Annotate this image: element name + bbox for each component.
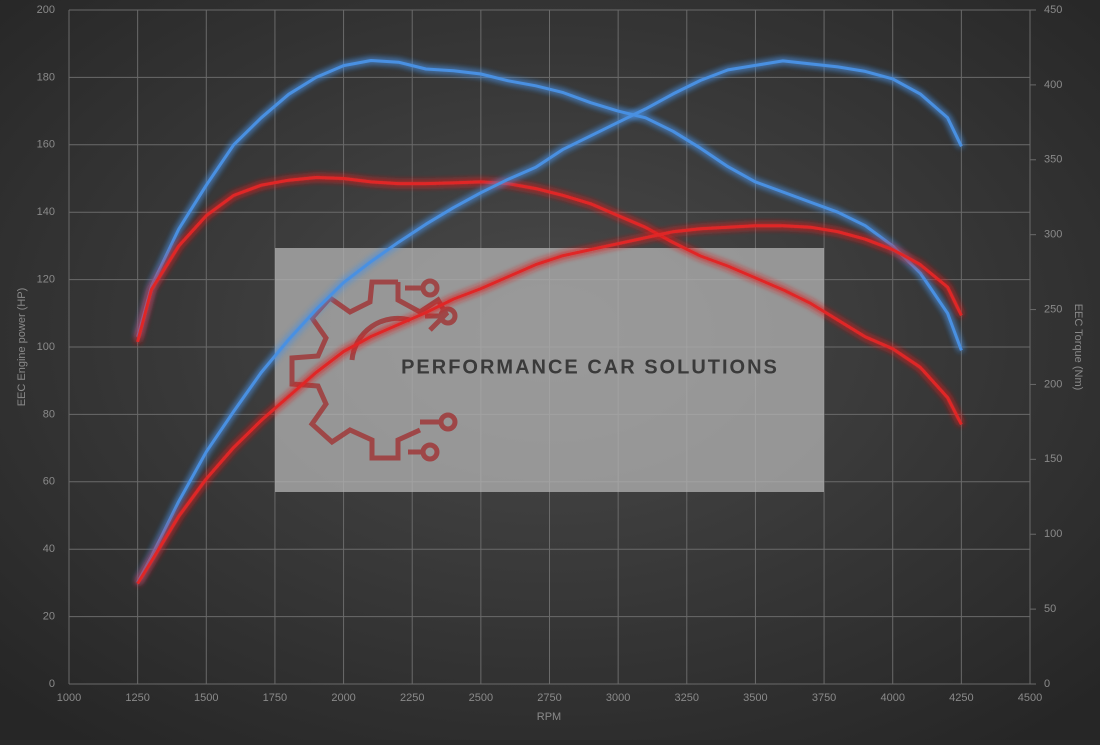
y-tick-label: 200 [37,4,55,16]
y-tick-label: 20 [43,611,55,623]
y2-tick-label: 250 [1044,303,1062,315]
y-tick-label: 80 [43,408,55,420]
x-tick-label: 3500 [743,692,767,704]
y-tick-label: 60 [43,476,55,488]
y2-axis-label: EEC Torque (Nm) [1072,304,1084,391]
x-tick-label: 2500 [469,692,493,704]
x-tick-label: 1000 [57,692,81,704]
x-tick-label: 3000 [606,692,630,704]
y2-tick-label: 50 [1044,603,1056,615]
y2-tick-label: 0 [1044,678,1050,690]
x-axis-label: RPM [537,711,561,723]
x-tick-label: 1750 [263,692,287,704]
y2-tick-label: 350 [1044,154,1062,166]
x-tick-label: 1500 [194,692,218,704]
y2-tick-label: 450 [1044,4,1062,16]
x-tick-label: 2250 [400,692,424,704]
x-tick-label: 1250 [125,692,149,704]
y-tick-label: 100 [37,341,55,353]
watermark-panel [275,248,824,492]
x-tick-label: 4500 [1018,692,1042,704]
y-tick-label: 40 [43,543,55,555]
x-tick-label: 4000 [880,692,904,704]
y-tick-label: 120 [37,274,55,286]
y-tick-label: 140 [37,206,55,218]
y-tick-label: 0 [49,678,55,690]
y-tick-label: 180 [37,71,55,83]
series-line [136,176,963,426]
y2-tick-label: 400 [1044,79,1062,91]
y2-tick-label: 100 [1044,528,1062,540]
x-tick-label: 3250 [675,692,699,704]
y-tick-label: 160 [37,139,55,151]
x-tick-label: 3750 [812,692,836,704]
watermark-logo [289,278,458,462]
watermark-text: PERFORMANCE CAR SOLUTIONS [401,356,779,378]
y2-tick-label: 200 [1044,378,1062,390]
y-axis-label: EEC Engine power (HP) [16,288,28,407]
series-line [136,224,963,585]
y2-tick-label: 150 [1044,453,1062,465]
y2-tick-label: 300 [1044,229,1062,241]
x-tick-label: 2750 [537,692,561,704]
watermark-box: PERFORMANCE CAR SOLUTIONS [275,248,824,492]
series-line [136,59,963,583]
x-tick-label: 2000 [331,692,355,704]
series-line [136,59,963,351]
lines [136,59,963,585]
x-tick-label: 4250 [949,692,973,704]
